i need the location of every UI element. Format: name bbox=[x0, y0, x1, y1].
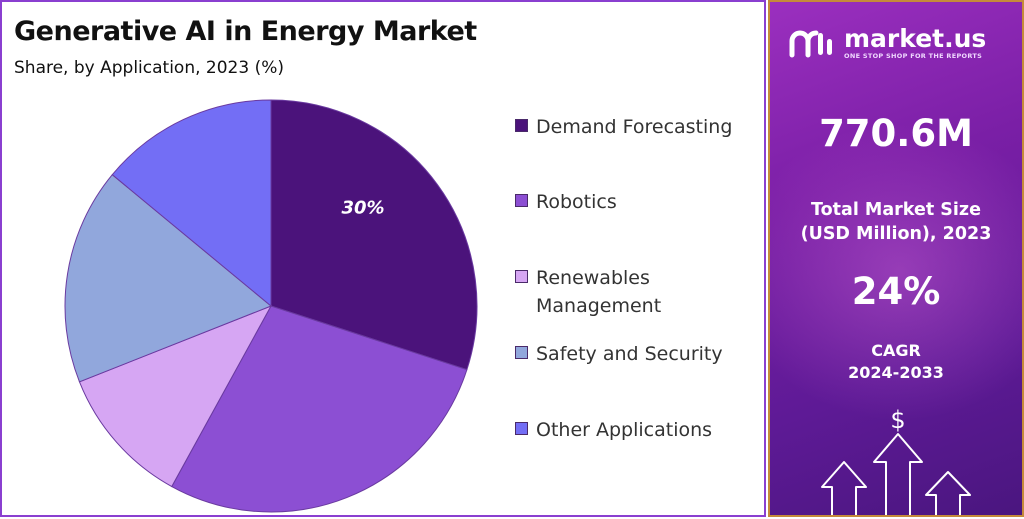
legend-swatch bbox=[515, 119, 528, 132]
chart-panel: Generative AI in Energy Market Share, by… bbox=[0, 0, 766, 517]
legend-swatch bbox=[515, 422, 528, 435]
background-glow bbox=[770, 122, 1022, 422]
market-size-label-line1: Total Market Size bbox=[811, 200, 981, 220]
legend-swatch bbox=[515, 194, 528, 207]
pie-slice-robotics bbox=[171, 305, 468, 513]
legend-swatch bbox=[515, 346, 528, 359]
brand: market.us ONE STOP SHOP FOR THE REPORTS bbox=[788, 26, 986, 60]
market-size-label: Total Market Size (USD Million), 2023 bbox=[770, 198, 1022, 246]
legend-label: Other Applications bbox=[536, 419, 713, 441]
legend-label: Safety and Security bbox=[536, 343, 723, 365]
legend-swatch bbox=[515, 270, 528, 283]
brand-tagline: ONE STOP SHOP FOR THE REPORTS bbox=[844, 52, 983, 60]
summary-panel: market.us ONE STOP SHOP FOR THE REPORTS … bbox=[768, 0, 1024, 517]
legend-label: Renewables Management bbox=[536, 267, 662, 317]
market-size-value: 770.6M bbox=[819, 112, 973, 155]
legend-label: Robotics bbox=[536, 191, 617, 213]
pie-chart: 30% bbox=[64, 99, 478, 513]
legend-item-safety-and-security: Safety and Security bbox=[515, 340, 751, 368]
pie-slice-renewables-management bbox=[78, 305, 273, 488]
pie-slice-safety-and-security bbox=[64, 173, 272, 383]
growth-arrows-icon: $ bbox=[821, 406, 971, 515]
cagr-value: 24% bbox=[851, 270, 941, 313]
legend-item-renewables-management: Renewables Management bbox=[515, 264, 686, 320]
cagr-label-line1: CAGR bbox=[871, 341, 921, 360]
pie-slice-other-applications bbox=[111, 99, 272, 308]
cagr-label: CAGR 2024-2033 bbox=[770, 340, 1022, 384]
legend-label: Demand Forecasting bbox=[536, 116, 733, 138]
market-us-logo-icon bbox=[789, 30, 832, 58]
currency-symbol: $ bbox=[890, 406, 905, 434]
pie-data-label: 30% bbox=[341, 197, 384, 218]
cagr-label-line2: 2024-2033 bbox=[848, 363, 944, 382]
legend-item-demand-forecasting: Demand Forecasting bbox=[515, 113, 751, 141]
market-size-label-line2: (USD Million), 2023 bbox=[800, 224, 992, 244]
brand-name: market.us bbox=[844, 24, 987, 53]
chart-title: Generative AI in Energy Market bbox=[14, 16, 477, 47]
pie-slice-demand-forecasting bbox=[270, 99, 478, 371]
legend-item-other-applications: Other Applications bbox=[515, 416, 751, 444]
legend-item-robotics: Robotics bbox=[515, 188, 751, 216]
chart-subtitle: Share, by Application, 2023 (%) bbox=[14, 58, 284, 78]
